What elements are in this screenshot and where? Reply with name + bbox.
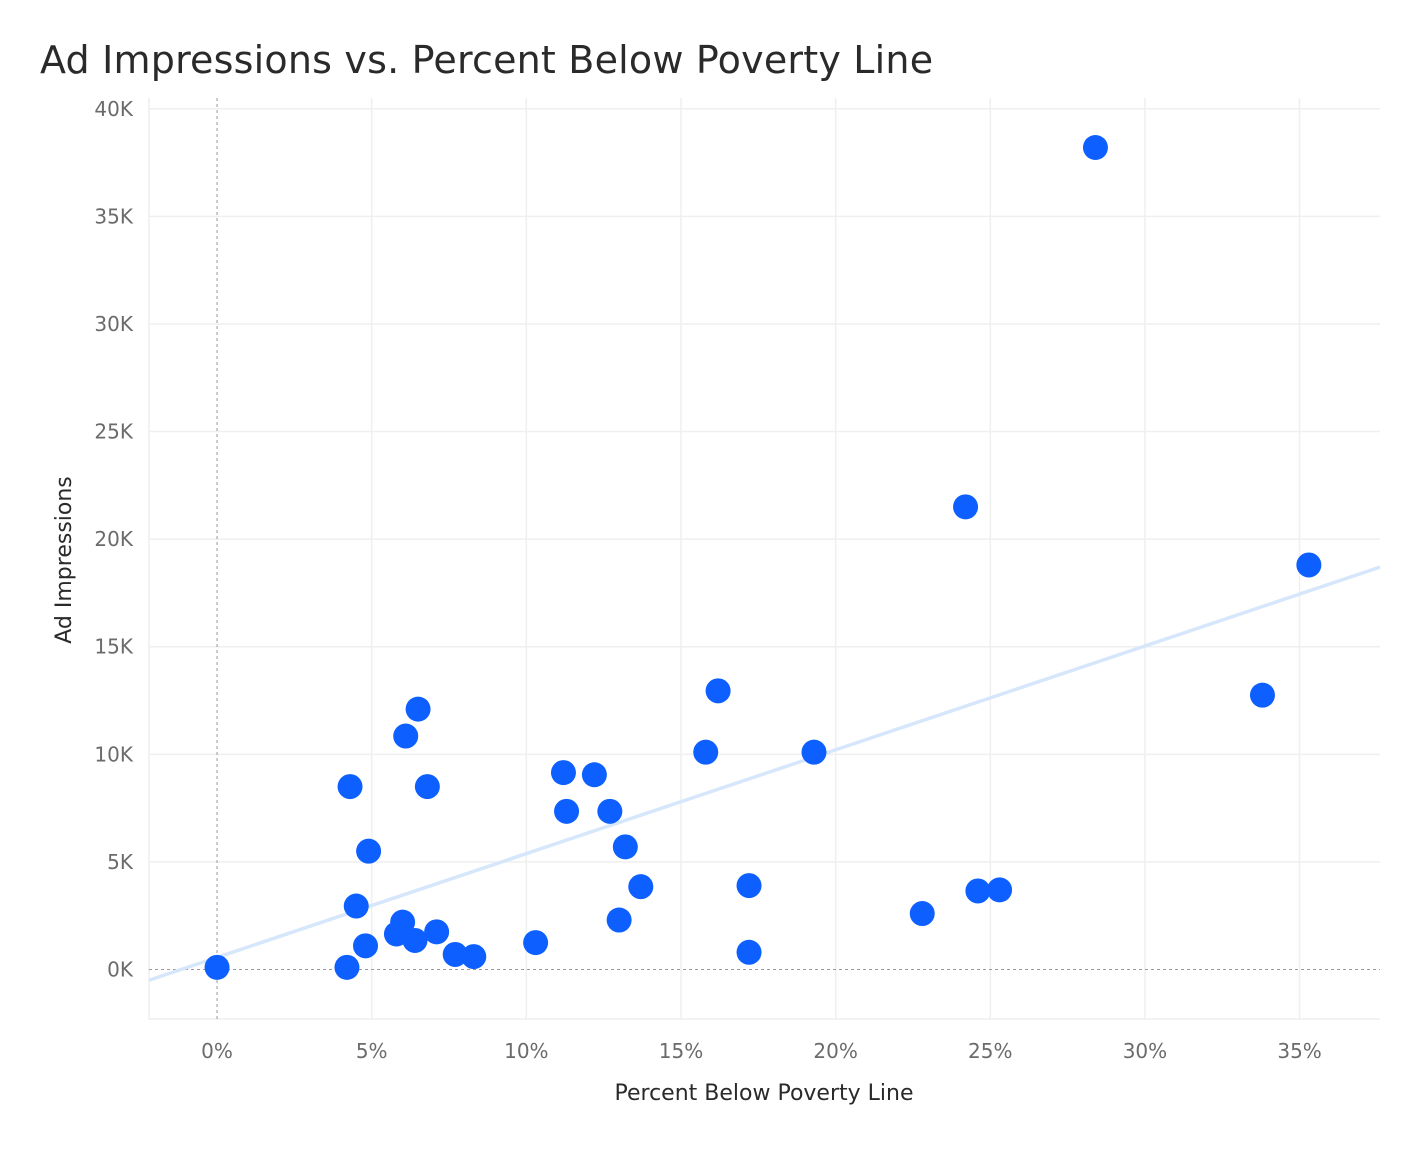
y-axis-label: Ad Impressions [52,476,77,644]
data-point[interactable] [402,927,428,953]
data-point[interactable] [736,939,762,965]
data-point[interactable] [554,798,580,824]
data-point[interactable] [334,954,360,980]
data-point[interactable] [1082,134,1108,160]
y-tick-label: 10K [94,742,133,766]
data-point[interactable] [204,954,230,980]
data-point[interactable] [343,893,369,919]
data-point[interactable] [1249,682,1275,708]
x-axis-ticks: 0% 5% 10% 15% 20% 25% 30% 35% [201,1039,1322,1063]
y-tick-label: 15K [94,635,133,659]
data-point[interactable] [390,909,416,935]
data-point[interactable] [628,874,654,900]
y-tick-label: 30K [94,312,133,336]
x-tick-label: 0% [201,1039,233,1063]
data-point[interactable] [442,941,468,967]
data-point[interactable] [337,774,363,800]
y-tick-label: 40K [94,97,133,121]
trendline [148,565,1381,982]
data-point[interactable] [424,919,450,945]
data-point[interactable] [953,494,979,520]
x-tick-label: 15% [659,1039,703,1063]
x-axis-label: Percent Below Poverty Line [615,1081,914,1106]
zero-lines [149,98,1380,1019]
grid-lines [148,98,1380,1020]
data-point[interactable] [356,838,382,864]
x-tick-label: 35% [1277,1039,1321,1063]
data-point[interactable] [987,877,1013,903]
data-point[interactable] [705,678,731,704]
y-tick-label: 20K [94,527,133,551]
x-tick-label: 30% [1123,1039,1167,1063]
chart-title: Ad Impressions vs. Percent Below Poverty… [40,38,934,82]
trendline-layer [148,565,1381,982]
data-point[interactable] [965,878,991,904]
x-tick-label: 10% [504,1039,548,1063]
data-point[interactable] [550,760,576,786]
y-tick-label: 0K [107,958,134,982]
y-tick-label: 25K [94,420,133,444]
y-axis-ticks: 0K 5K 10K 15K 20K 25K 30K 35K 40K [94,97,133,982]
x-tick-label: 5% [356,1039,388,1063]
data-point[interactable] [461,944,487,970]
x-tick-label: 20% [813,1039,857,1063]
data-point[interactable] [353,933,379,959]
data-point[interactable] [393,723,419,749]
data-point[interactable] [1296,552,1322,578]
y-tick-label: 5K [107,850,134,874]
y-tick-label: 35K [94,204,133,228]
data-point[interactable] [581,762,607,788]
data-point[interactable] [597,798,623,824]
data-point[interactable] [909,901,935,927]
data-point[interactable] [405,696,431,722]
data-point[interactable] [736,873,762,899]
data-point[interactable] [612,834,638,860]
data-point[interactable] [606,907,632,933]
data-points [204,134,1322,980]
data-point[interactable] [801,739,827,765]
data-point[interactable] [414,774,440,800]
data-point[interactable] [693,739,719,765]
data-point[interactable] [523,930,549,956]
x-tick-label: 25% [968,1039,1012,1063]
